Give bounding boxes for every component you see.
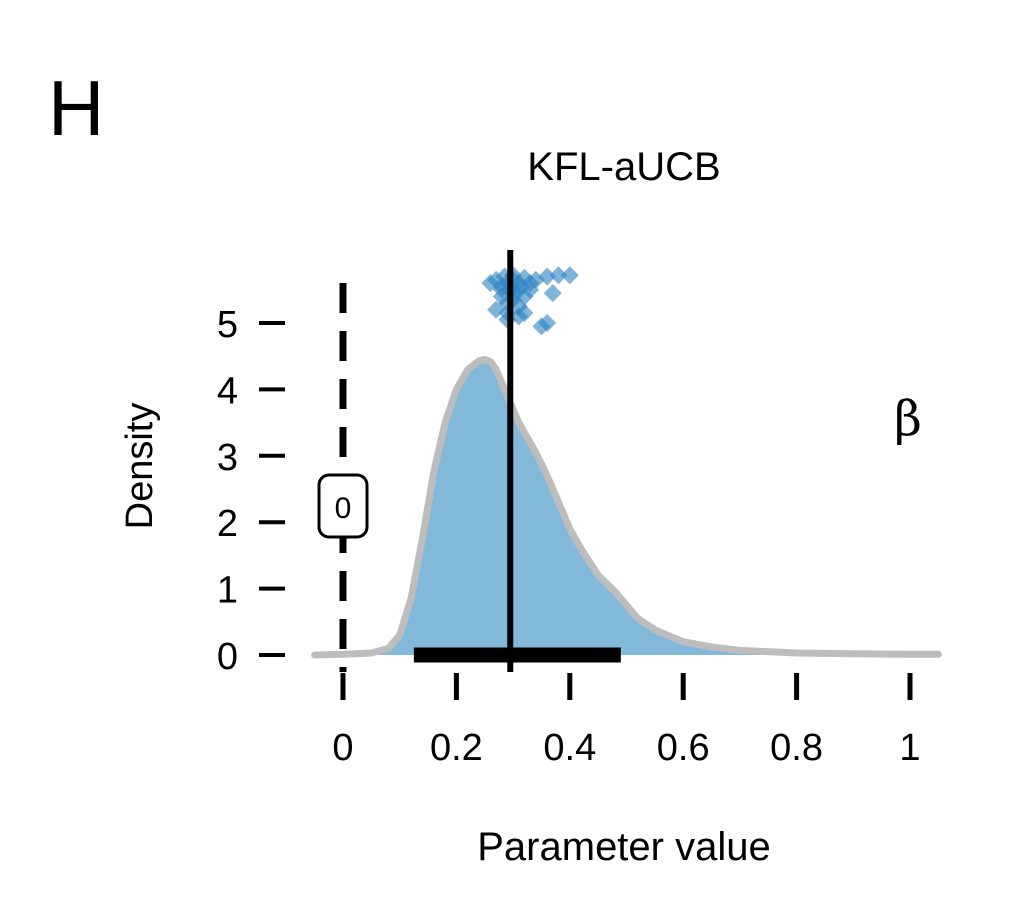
estimate-point xyxy=(492,280,511,299)
estimate-point xyxy=(515,304,534,323)
x-tick-label: 0.6 xyxy=(657,727,710,769)
x-tick-label: 0.4 xyxy=(543,727,596,769)
estimate-point xyxy=(538,267,557,286)
panel-label: H xyxy=(48,64,104,152)
y-axis-label: Density xyxy=(119,403,161,530)
density-outline xyxy=(311,356,942,659)
reference-lines: 0 xyxy=(317,250,621,672)
zero-marker-badge xyxy=(317,473,369,539)
y-tick-label: 4 xyxy=(217,370,238,412)
y-tick-label: 0 xyxy=(217,636,238,678)
y-tick-label: 2 xyxy=(217,503,238,545)
parameter-symbol: β xyxy=(894,391,922,447)
y-tick-label: 1 xyxy=(217,570,238,612)
x-tick-label: 0 xyxy=(332,727,353,769)
chart-title: KFL-aUCB xyxy=(527,145,720,189)
estimate-points xyxy=(481,266,579,336)
x-axis-label: Parameter value xyxy=(477,825,770,869)
density-fill xyxy=(314,359,939,655)
zero-marker-label: 0 xyxy=(335,492,352,525)
estimate-point xyxy=(521,274,540,293)
estimate-point xyxy=(515,287,534,306)
estimate-point xyxy=(560,266,579,285)
x-tick-label: 0.2 xyxy=(430,727,483,769)
x-tick-label: 0.8 xyxy=(770,727,823,769)
x-tick-label: 1 xyxy=(899,727,920,769)
y-axis: 0 1 2 3 4 5 xyxy=(217,304,285,678)
x-axis: 0 0.2 0.4 0.6 0.8 1 xyxy=(332,673,921,769)
estimate-point xyxy=(532,317,551,336)
estimate-point xyxy=(543,284,562,303)
y-tick-label: 3 xyxy=(217,437,238,479)
estimate-point xyxy=(549,266,568,285)
y-tick-label: 5 xyxy=(217,304,238,346)
density-curve-group xyxy=(311,356,942,659)
